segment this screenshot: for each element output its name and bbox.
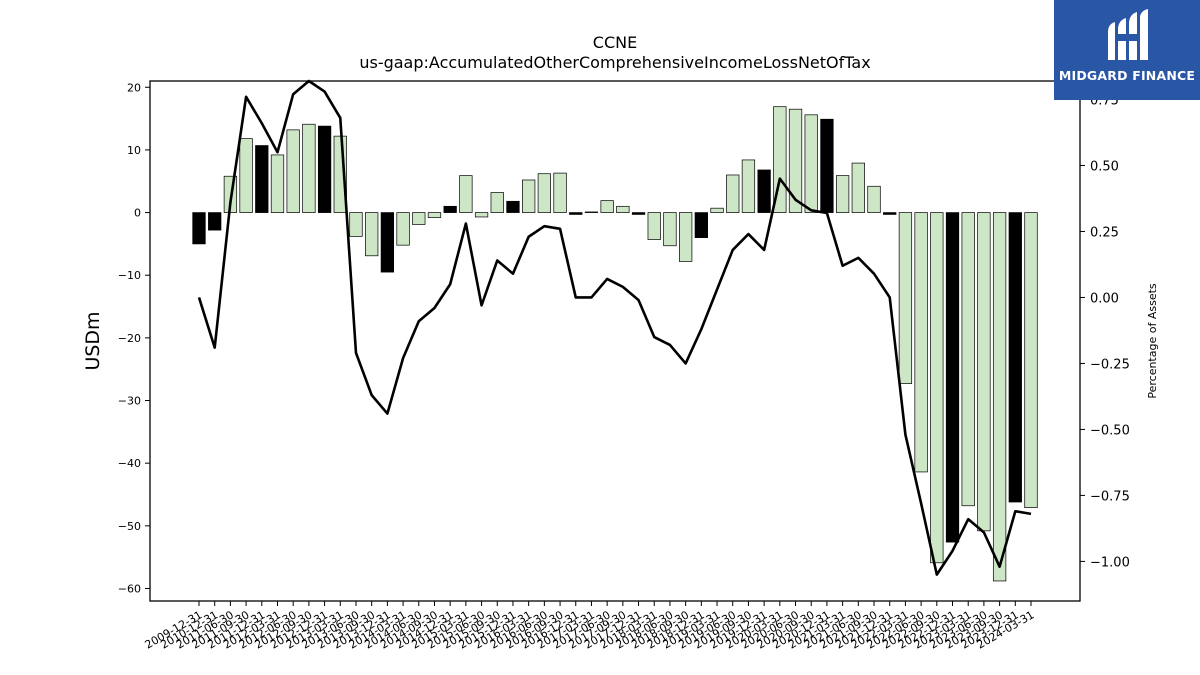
bar-2021-03-31	[835, 175, 850, 213]
bar-2011-09-30	[239, 138, 253, 213]
y-tick-label: 10	[127, 144, 141, 157]
bar-2014-03-31	[396, 212, 410, 246]
bar-2022-06-30	[914, 212, 928, 473]
bar-2016-06-30	[537, 173, 551, 213]
axes: 20100−10−20−30−40−50−600.750.500.250.00−…	[118, 80, 1130, 602]
chart-subtitle: us-gaap:AccumulatedOtherComprehensiveInc…	[359, 53, 870, 72]
bar-2022-03-31	[898, 212, 913, 384]
bar-2013-09-30	[365, 212, 379, 257]
y2-tick-label: −0.25	[1090, 357, 1130, 372]
y-tick-label: −20	[118, 332, 141, 345]
bar-2013-06-30	[349, 212, 363, 237]
bar-2011-12-31	[255, 145, 269, 213]
bar-series	[192, 106, 1038, 582]
bar-2023-12-31	[1008, 212, 1022, 503]
bar-2023-03-31	[961, 212, 975, 507]
bar-2023-06-30	[977, 212, 991, 532]
y-tick-label: −40	[118, 457, 141, 470]
bar-2012-09-30	[302, 123, 316, 213]
y-tick-label: −30	[118, 395, 141, 408]
bar-2020-09-30	[804, 114, 818, 213]
bar-2016-12-31	[569, 212, 583, 215]
bar-2017-06-30	[600, 200, 614, 213]
y2-tick-label: −1.00	[1090, 555, 1130, 570]
bar-2016-09-30	[553, 172, 567, 213]
bar-2012-03-31	[270, 154, 285, 213]
bar-2012-12-31	[317, 125, 332, 213]
bar-2016-03-31	[522, 179, 536, 213]
bar-2019-06-30	[726, 174, 740, 213]
bar-2018-03-31	[647, 212, 661, 240]
plot-frame	[149, 80, 1081, 602]
bar-2015-03-31	[459, 175, 473, 213]
bar-2023-09-30	[992, 212, 1007, 582]
y-tick-label: 20	[127, 81, 141, 94]
bar-2010-12-31	[208, 212, 222, 231]
bar-2021-06-30	[851, 162, 865, 213]
bar-2019-09-30	[741, 159, 756, 213]
bar-2014-09-30	[427, 212, 442, 218]
percentage-line-series	[197, 79, 1032, 576]
bar-2017-12-31	[631, 212, 646, 215]
y2-tick-label: 0.00	[1090, 291, 1119, 306]
bar-2009-12-31	[192, 212, 206, 245]
y-tick-label: 0	[134, 207, 141, 220]
x-tick-labels: 2009-12-312010-12-312011-06-302011-09-30…	[143, 601, 1037, 652]
bar-2014-12-31	[443, 205, 457, 213]
logo-brand-text: MIDGARD FINANCE	[1058, 68, 1196, 83]
bar-2021-09-30	[867, 185, 881, 213]
bar-2020-12-31	[820, 118, 834, 213]
chart-title: CCNE	[593, 33, 637, 52]
bar-2018-12-31	[694, 212, 708, 238]
y2-tick-label: −0.75	[1090, 489, 1130, 504]
logo-mark-icon	[1108, 9, 1148, 60]
bar-2012-06-30	[286, 129, 300, 213]
bar-2015-12-31	[506, 200, 520, 213]
bar-2017-03-31	[584, 211, 599, 213]
bar-2015-06-30	[474, 212, 489, 218]
y2-tick-label: −0.50	[1090, 423, 1130, 438]
bar-2014-06-30	[412, 212, 426, 225]
midgard-finance-logo: MIDGARD FINANCE	[1054, 0, 1200, 100]
bar-2013-12-31	[380, 212, 395, 273]
y-tick-label: −50	[118, 520, 141, 533]
bar-2024-03-31	[1024, 212, 1038, 508]
bar-2019-03-31	[710, 207, 724, 213]
bar-2018-09-30	[679, 212, 693, 262]
y-tick-label: −10	[118, 269, 141, 282]
bar-2022-12-31	[945, 212, 960, 543]
bar-2020-06-30	[788, 108, 803, 213]
y-tick-label: −60	[118, 582, 141, 595]
y2-tick-label: 0.50	[1090, 159, 1119, 174]
y-axis-label: USDm	[82, 311, 104, 370]
bar-2022-09-30	[930, 212, 944, 564]
bar-2019-12-31	[757, 169, 771, 213]
y2-axis-label: Percentage of Assets	[1146, 283, 1159, 399]
bar-2021-12-31	[883, 212, 897, 215]
y2-tick-label: 0.25	[1090, 225, 1119, 240]
bar-2017-09-30	[616, 205, 630, 213]
bar-2018-06-30	[663, 212, 677, 247]
percentage-of-assets-line	[197, 79, 1032, 576]
bar-2020-03-31	[773, 106, 787, 213]
bar-2015-09-30	[490, 192, 504, 213]
